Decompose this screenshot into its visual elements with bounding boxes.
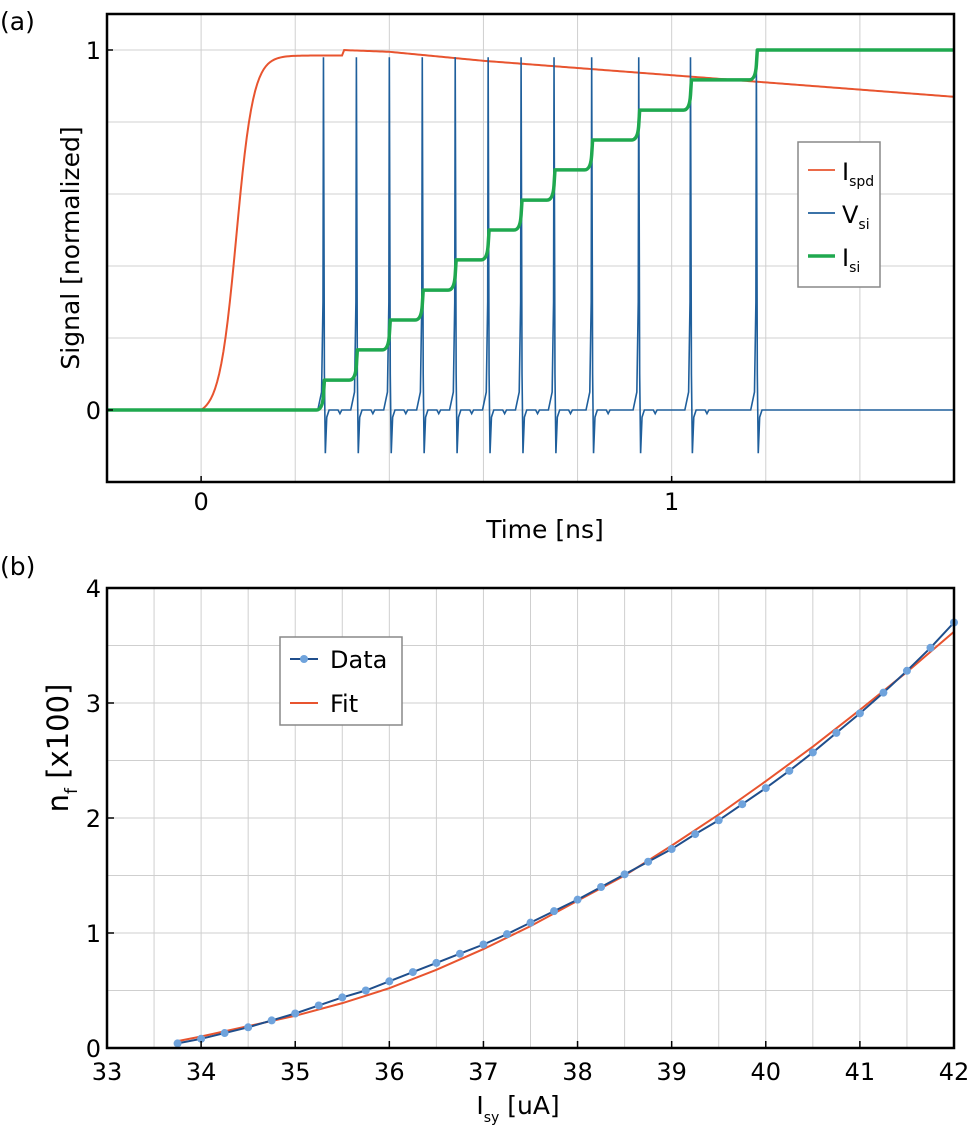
panel-a-legend-entry: Isi: [842, 244, 860, 276]
panel-b-data-point: [173, 1039, 182, 1048]
panel-b-data-point: [455, 949, 464, 958]
panel-b-data-point: [550, 907, 559, 916]
panel-b-data-point: [714, 816, 723, 825]
panel-b-ylabel-main: n: [41, 794, 75, 812]
panel-b-xtick-label: 33: [92, 1058, 123, 1086]
panel-a-legend-sub: si: [858, 217, 869, 233]
panel-b-data-point: [785, 766, 794, 775]
panel-b-xtick-label: 40: [751, 1058, 782, 1086]
panel-b-data-point: [197, 1034, 206, 1043]
panel-a-legend-sub: spd: [849, 174, 874, 190]
panel-b-data-point: [879, 688, 888, 697]
panel-a-legend-main: I: [842, 158, 849, 186]
panel-b-data-point: [244, 1023, 253, 1032]
panel-b-ylabel-sub: f: [62, 787, 82, 794]
panel-b-ytick-label: 1: [86, 920, 101, 948]
panel-a-xtick-label: 0: [193, 488, 208, 516]
panel-b-xtick-label: 36: [374, 1058, 405, 1086]
panel-b-data-point: [432, 958, 441, 967]
panel-b-data-point: [620, 870, 629, 879]
panel-b-data-point: [291, 1009, 300, 1018]
panel-b-data-point: [808, 748, 817, 757]
panel-a-legend-entry: Ispd: [842, 158, 874, 190]
panel-a-xlabel: Time [ns]: [485, 515, 604, 544]
panel-b-data-point: [902, 666, 911, 675]
panel-b-data-point: [761, 784, 770, 793]
panel-b-data-point: [738, 800, 747, 809]
panel-b-xtick-label: 35: [280, 1058, 311, 1086]
panel-a-series-isi: [107, 48, 954, 412]
panel-a-series-vsi: [107, 57, 954, 454]
panel-b-data-point: [361, 986, 370, 995]
panel-b-legend-marker-data: [300, 655, 308, 663]
panel-b-ylabel-rest: [x100]: [41, 684, 75, 788]
panel-a-ticks: 0 1 0 1: [86, 37, 680, 516]
panel-b-xtick-label: 39: [656, 1058, 687, 1086]
panel-b-xtick-label: 41: [845, 1058, 876, 1086]
panel-a-legend-main: V: [842, 201, 859, 229]
panel-b-grid: [106, 587, 955, 1049]
panel-a-label: (a): [0, 7, 35, 36]
panel-a-legend-main: I: [842, 244, 849, 272]
panel-b-series-data-line: [177, 621, 955, 1045]
panel-b-data-point: [855, 709, 864, 718]
panel-b-data-point: [597, 883, 606, 891]
panel-b-data-point: [526, 918, 535, 927]
panel-b-data-point: [385, 977, 394, 986]
panel-b-xtick-label: 37: [468, 1058, 499, 1086]
panel-b-series: [173, 618, 958, 1048]
panel-b-xtick-label: 34: [186, 1058, 217, 1086]
panel-b-data-point: [926, 643, 935, 652]
panel-b-ytick-label: 4: [86, 575, 101, 603]
panel-a-xtick-label: 1: [664, 488, 679, 516]
panel-b-xtick-label: 42: [939, 1058, 970, 1086]
panel-a-ytick-label: 0: [86, 397, 101, 425]
panel-b-legend-label-data: Data: [330, 646, 387, 674]
panel-b-ytick-label: 3: [86, 690, 101, 718]
panel-b-xlabel-main: I: [476, 1091, 483, 1120]
panel-b-legend-box: [279, 636, 403, 726]
panel-a-ytick-label: 1: [86, 37, 101, 65]
panel-b-data-point: [502, 930, 511, 939]
panel-b-data-point: [314, 1001, 323, 1010]
panel-b-data-point: [691, 830, 700, 839]
panel-b-data-point: [479, 940, 488, 949]
panel-b-ylabel: nf [x100]: [41, 684, 82, 813]
panel-a-series: [107, 48, 955, 454]
panel-b-data-point: [644, 857, 653, 866]
panel-a-frame: [105, 12, 956, 484]
panel-a-ylabel: Signal [normalized]: [56, 126, 85, 369]
panel-a-legend-entry: Vsi: [842, 201, 870, 233]
panel-b-data-point: [408, 968, 417, 977]
panel-b-label: (b): [0, 552, 35, 581]
panel-b-data-point: [573, 895, 582, 904]
panel-b-data-point: [220, 1029, 229, 1038]
panel-a-legend-box: [797, 141, 881, 288]
panel-a-series-ispd: [107, 49, 955, 411]
panel-b-xlabel-sub: sy: [484, 1110, 500, 1126]
panel-b-legend-label-fit: Fit: [330, 690, 358, 718]
panel-a-legend-sub: si: [849, 260, 860, 276]
panel-b-xlabel: Isy [uA]: [476, 1091, 559, 1126]
panel-b-data-point: [667, 845, 676, 854]
panel-b-data-point: [832, 728, 841, 737]
panel-b-xlabel-rest: [uA]: [499, 1091, 559, 1120]
panel-b-data-point: [338, 993, 347, 1002]
panel-b-ytick-label: 2: [86, 805, 101, 833]
panel-b-ytick-label: 0: [86, 1035, 101, 1063]
panel-b-legend: Data Fit: [279, 636, 403, 726]
panel-b-data-point: [267, 1016, 276, 1025]
panel-b-xtick-label: 38: [562, 1058, 593, 1086]
